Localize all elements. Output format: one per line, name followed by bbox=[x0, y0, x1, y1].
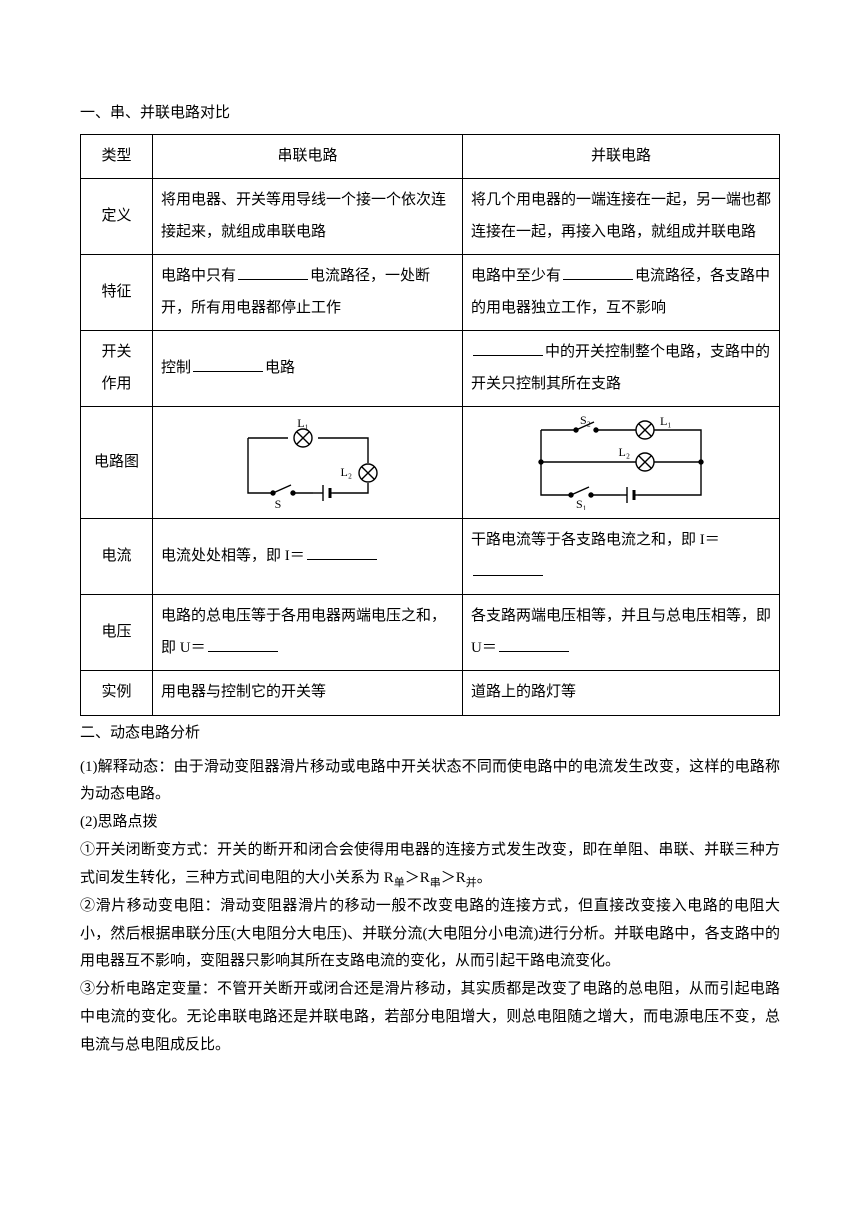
lamp-l2-label: L₂ bbox=[618, 445, 630, 459]
sub-2: 串 bbox=[430, 877, 441, 889]
definition-series: 将用电器、开关等用导线一个接一个依次连接起来，就组成串联电路 bbox=[153, 179, 463, 255]
blank-field[interactable] bbox=[193, 357, 263, 372]
p3d: 。 bbox=[477, 870, 492, 886]
switch-series: 控制 电路 bbox=[153, 331, 463, 407]
label-switch-1: 开关 bbox=[101, 344, 131, 360]
example-series: 用电器与控制它的开关等 bbox=[153, 671, 463, 716]
lamp-l1-label: L₁ bbox=[660, 415, 672, 428]
header-series: 串联电路 bbox=[153, 134, 463, 179]
header-type: 类型 bbox=[81, 134, 153, 179]
row-definition: 定义 将用电器、开关等用导线一个接一个依次连接起来，就组成串联电路 将几个用电器… bbox=[81, 179, 780, 255]
voltage-series: 电路的总电压等于各用电器两端电压之和，即 U＝ bbox=[153, 595, 463, 671]
feature-parallel-a: 电路中至少有 bbox=[471, 268, 561, 284]
diagram-parallel-cell: L₁ L₂ S₂ S₁ bbox=[463, 407, 780, 519]
label-voltage: 电压 bbox=[81, 595, 153, 671]
para-1: (1)解释动态：由于滑动变阻器滑片移动或电路中开关状态不同而使电路中的电流发生改… bbox=[80, 754, 780, 810]
para-3: ①开关闭断变方式：开关的断开和闭合会使得用电器的连接方式发生改变，即在单阻、串联… bbox=[80, 837, 780, 893]
label-switch: 开关 作用 bbox=[81, 331, 153, 407]
label-example: 实例 bbox=[81, 671, 153, 716]
section-1-title: 一、串、并联电路对比 bbox=[80, 100, 780, 128]
current-parallel: 干路电流等于各支路电流之和，即 I＝ bbox=[463, 519, 780, 595]
para-4: ②滑片移动变电阻：滑动变阻器滑片的移动一般不改变电路的连接方式，但直接改变接入电… bbox=[80, 893, 780, 976]
switch-s-label: S bbox=[274, 497, 281, 508]
row-feature: 特征 电路中只有电流路径，一处断开，所有用电器都停止工作 电路中至少有电流路径，… bbox=[81, 255, 780, 331]
row-current: 电流 电流处处相等，即 I＝ 干路电流等于各支路电流之和，即 I＝ bbox=[81, 519, 780, 595]
table-header-row: 类型 串联电路 并联电路 bbox=[81, 134, 780, 179]
label-definition: 定义 bbox=[81, 179, 153, 255]
comparison-table: 类型 串联电路 并联电路 定义 将用电器、开关等用导线一个接一个依次连接起来，就… bbox=[80, 134, 780, 716]
blank-field[interactable] bbox=[473, 341, 543, 356]
section-2-title: 二、动态电路分析 bbox=[80, 720, 780, 748]
switch-s2-label: S₂ bbox=[580, 415, 591, 427]
definition-parallel: 将几个用电器的一端连接在一起，另一端也都连接在一起，再接入电路，就组成并联电路 bbox=[463, 179, 780, 255]
sub-3: 并 bbox=[466, 877, 477, 889]
current-parallel-text: 干路电流等于各支路电流之和，即 I＝ bbox=[471, 532, 720, 548]
lamp-l1-label: L₁ bbox=[297, 418, 309, 430]
label-current: 电流 bbox=[81, 519, 153, 595]
p3b: ＞R bbox=[405, 870, 430, 886]
para-5: ③分析电路定变量：不管开关断开或闭合还是滑片移动，其实质都是改变了电路的总电阻，… bbox=[80, 976, 780, 1059]
blank-field[interactable] bbox=[238, 265, 308, 280]
row-voltage: 电压 电路的总电压等于各用电器两端电压之和，即 U＝ 各支路两端电压相等，并且与… bbox=[81, 595, 780, 671]
voltage-series-text: 电路的总电压等于各用电器两端电压之和，即 U＝ bbox=[161, 608, 446, 656]
series-circuit-diagram: L₁ L₂ S bbox=[218, 418, 398, 508]
row-switch: 开关 作用 控制 电路 中的开关控制整个电路，支路中的开关只控制其所在支路 bbox=[81, 331, 780, 407]
diagram-series-cell: L₁ L₂ S bbox=[153, 407, 463, 519]
header-parallel: 并联电路 bbox=[463, 134, 780, 179]
example-parallel: 道路上的路灯等 bbox=[463, 671, 780, 716]
sub-1: 单 bbox=[394, 877, 405, 889]
voltage-parallel: 各支路两端电压相等，并且与总电压相等，即 U＝ bbox=[463, 595, 780, 671]
current-series: 电流处处相等，即 I＝ bbox=[153, 519, 463, 595]
blank-field[interactable] bbox=[473, 561, 543, 576]
row-diagram: 电路图 bbox=[81, 407, 780, 519]
label-feature: 特征 bbox=[81, 255, 153, 331]
switch-s1-label: S₁ bbox=[576, 497, 587, 510]
label-diagram: 电路图 bbox=[81, 407, 153, 519]
feature-series-a: 电路中只有 bbox=[161, 268, 236, 284]
switch-parallel: 中的开关控制整个电路，支路中的开关只控制其所在支路 bbox=[463, 331, 780, 407]
parallel-circuit-diagram: L₁ L₂ S₂ S₁ bbox=[516, 415, 726, 510]
current-series-text: 电流处处相等，即 I＝ bbox=[161, 548, 305, 564]
blank-field[interactable] bbox=[563, 265, 633, 280]
para-2: (2)思路点拨 bbox=[80, 809, 780, 837]
switch-series-b: 电路 bbox=[265, 360, 295, 376]
lamp-l2-label: L₂ bbox=[340, 465, 352, 479]
row-example: 实例 用电器与控制它的开关等 道路上的路灯等 bbox=[81, 671, 780, 716]
blank-field[interactable] bbox=[307, 545, 377, 560]
blank-field[interactable] bbox=[208, 637, 278, 652]
p3c: ＞R bbox=[441, 870, 466, 886]
blank-field[interactable] bbox=[499, 637, 569, 652]
switch-series-a: 控制 bbox=[161, 360, 191, 376]
label-switch-2: 作用 bbox=[101, 376, 131, 392]
feature-series: 电路中只有电流路径，一处断开，所有用电器都停止工作 bbox=[153, 255, 463, 331]
feature-parallel: 电路中至少有电流路径，各支路中的用电器独立工作，互不影响 bbox=[463, 255, 780, 331]
